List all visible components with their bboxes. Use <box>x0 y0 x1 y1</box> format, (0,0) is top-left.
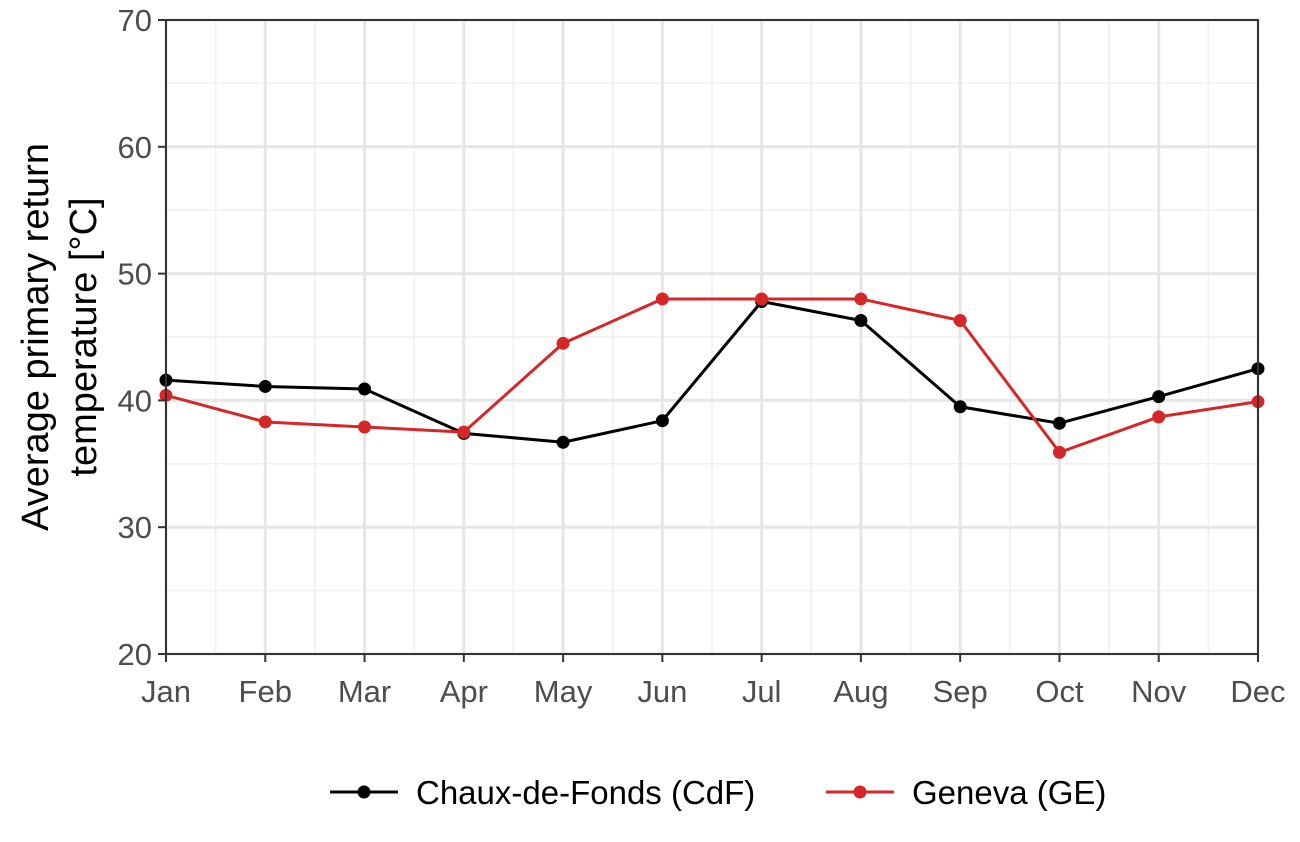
x-tick-label: Aug <box>833 674 888 709</box>
x-tick-label: Jul <box>742 674 782 709</box>
y-tick-label: 70 <box>118 3 152 38</box>
x-tick-label: Apr <box>440 674 488 709</box>
series-1-point <box>655 414 669 428</box>
series-1-point <box>258 379 272 393</box>
series-2-point <box>854 292 868 306</box>
series-2-point <box>1052 445 1066 459</box>
y-tick-label: 20 <box>118 637 152 672</box>
y-axis-title-line-2: temperature [°C] <box>63 197 105 476</box>
legend-key-point-2 <box>853 785 867 799</box>
y-axis-title-line-1: Average primary return <box>15 143 57 531</box>
x-axis: Jan Feb Mar Apr May Jun Jul Aug Sep Oct Nov Dec <box>141 654 1286 709</box>
x-tick-label: Dec <box>1230 674 1285 709</box>
series-line-1 <box>165 299 1259 444</box>
legend-key-point-1 <box>357 785 371 799</box>
series-1-point <box>854 314 868 328</box>
y-tick-label: 40 <box>118 383 152 418</box>
series-2-point <box>1152 410 1166 424</box>
y-tick-label: 30 <box>118 510 152 545</box>
legend-label-2: Geneva (GE) <box>912 774 1106 811</box>
series-1-point <box>1052 416 1066 430</box>
x-tick-label: Mar <box>338 674 391 709</box>
series-layer <box>159 292 1265 459</box>
x-tick-label: Feb <box>239 674 292 709</box>
series-2-point <box>258 415 272 429</box>
series-2-point <box>457 425 471 439</box>
series-2-point <box>556 336 570 350</box>
y-tick-label: 50 <box>118 257 152 292</box>
y-axis-title: Average primary return temperature [°C] <box>15 143 105 531</box>
x-tick-label: Nov <box>1131 674 1187 709</box>
series-2-point <box>358 420 372 434</box>
series-line-2 <box>165 297 1259 454</box>
x-tick-label: Sep <box>933 674 988 709</box>
x-tick-label: Jun <box>637 674 687 709</box>
series-2-point <box>655 292 669 306</box>
y-axis: 20 30 40 50 60 70 <box>118 3 166 672</box>
minor-gridlines <box>166 20 1258 654</box>
series-2-point <box>953 314 967 328</box>
series-1-point <box>953 400 967 414</box>
x-tick-label: Oct <box>1035 674 1084 709</box>
x-tick-label: May <box>534 674 593 709</box>
x-tick-label: Jan <box>141 674 191 709</box>
series-1-point <box>358 382 372 396</box>
series-1-point <box>1152 390 1166 404</box>
series-1-point <box>556 435 570 449</box>
legend: Chaux-de-Fonds (CdF) Geneva (GE) <box>330 774 1106 811</box>
plot-panel-border <box>165 19 1259 655</box>
legend-label-1: Chaux-de-Fonds (CdF) <box>416 774 755 811</box>
series-2-point <box>755 292 769 306</box>
y-tick-label: 60 <box>118 130 152 165</box>
